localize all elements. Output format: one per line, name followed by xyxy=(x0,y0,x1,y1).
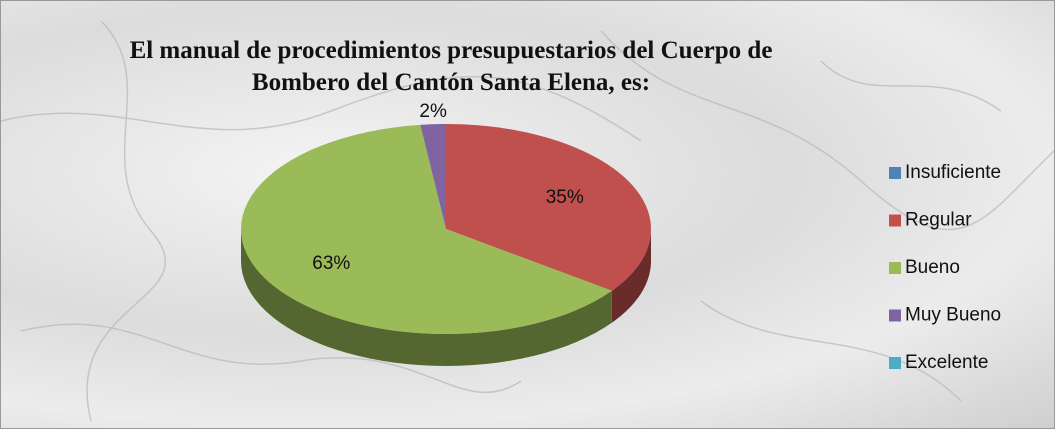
slice-side xyxy=(241,229,612,366)
legend-label: Muy Bueno xyxy=(905,305,1001,326)
slice-side xyxy=(611,229,651,323)
legend-label: Insuficiente xyxy=(905,162,1001,183)
chart-title: El manual de procedimientos presupuestar… xyxy=(129,37,773,96)
slice xyxy=(241,124,612,334)
legend-swatch xyxy=(889,309,901,322)
data-label: 63% xyxy=(312,253,350,274)
data-label: 35% xyxy=(546,187,584,208)
marble xyxy=(1,20,1054,422)
slice xyxy=(420,124,446,229)
legend-swatch xyxy=(889,214,901,227)
legend-label: Excelente xyxy=(905,352,988,373)
legend-swatch xyxy=(889,262,901,274)
data-label: 2% xyxy=(419,101,447,122)
legend-label: Bueno xyxy=(905,257,960,278)
slice xyxy=(446,124,651,291)
legend-label: Regular xyxy=(905,210,972,231)
legend-swatch xyxy=(889,357,901,369)
legend-swatch xyxy=(889,167,901,179)
